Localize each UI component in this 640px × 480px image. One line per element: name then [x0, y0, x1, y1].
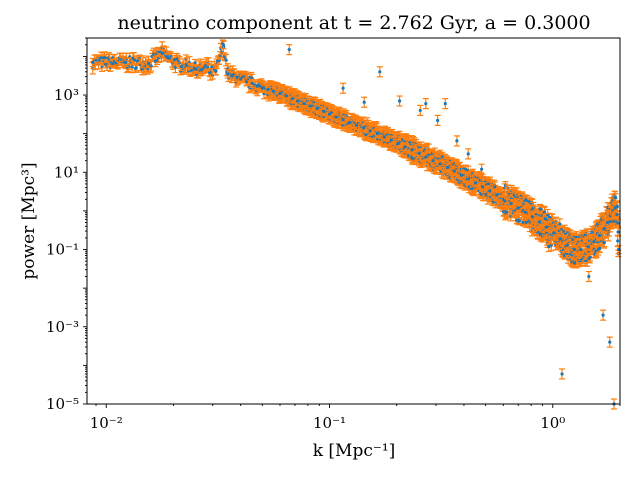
- y-tick-label: 10⁻³: [46, 318, 79, 336]
- y-tick-label: 10⁻¹: [46, 241, 79, 259]
- outlier-point: [396, 95, 403, 107]
- outlier-point: [422, 98, 429, 110]
- outlier-point: [600, 309, 607, 321]
- outlier-point: [340, 82, 347, 94]
- x-axis-title: k [Mpc⁻¹]: [313, 441, 396, 461]
- x-tick-label: 10⁰: [540, 414, 565, 432]
- outlier-point: [606, 336, 613, 348]
- chart-title: neutrino component at t = 2.762 Gyr, a =…: [117, 12, 590, 34]
- outlier-point: [559, 368, 566, 380]
- y-tick-label: 10¹: [54, 163, 79, 181]
- x-tick-label: 10⁻²: [90, 414, 123, 432]
- outlier-point: [361, 96, 368, 108]
- outlier-point: [442, 98, 449, 110]
- outlier-point: [376, 66, 383, 78]
- outlier-point: [453, 135, 460, 147]
- outlier-point: [465, 148, 472, 160]
- outlier-point: [417, 104, 424, 117]
- y-axis-title: power [Mpc³]: [19, 162, 39, 279]
- y-tick-label: 10⁻⁵: [46, 395, 79, 413]
- data-points: [89, 39, 622, 410]
- outlier-point: [434, 114, 441, 127]
- outlier-point: [286, 44, 293, 56]
- data-point: [216, 56, 223, 65]
- x-tick-label: 10⁻¹: [313, 414, 346, 432]
- outlier-point: [585, 270, 592, 283]
- y-tick-label: 10³: [54, 86, 79, 104]
